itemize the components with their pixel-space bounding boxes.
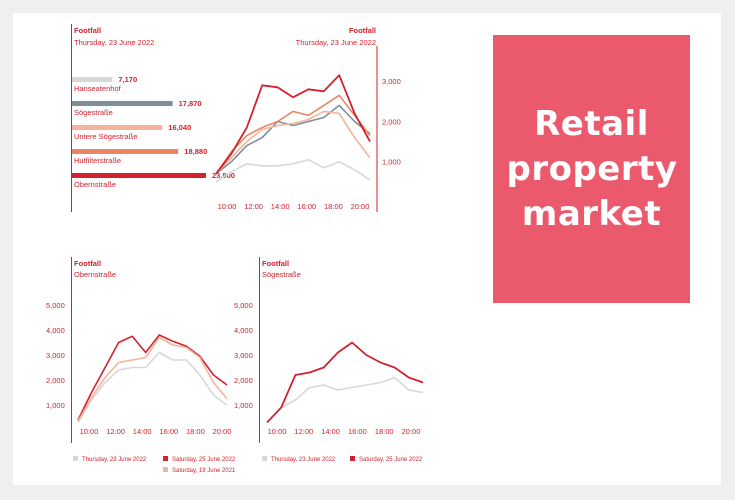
hero-panel: Retail property market	[493, 35, 690, 303]
chart-3-ytick-4: 5,000	[234, 301, 253, 310]
chart-1-series-0	[215, 158, 371, 183]
chart-2-ytick-2: 3,000	[46, 351, 65, 360]
chart-2-xtick-3: 16:00	[159, 427, 178, 436]
chart-1-ytick-1: 2,000	[382, 117, 401, 126]
legend-2-label-2: Saturday, 19 June 2021	[172, 468, 236, 474]
bar-1	[72, 101, 173, 106]
chart-2-ytick-3: 4,000	[46, 326, 65, 335]
chart-3-xtick-5: 20:00	[402, 427, 421, 436]
chart-3-xtick-3: 16:00	[348, 427, 367, 436]
legend-2-swatch-1	[163, 456, 168, 461]
bar-label-0: Hanseatenhof	[74, 84, 122, 93]
chart-1-xtick-0: 10:00	[218, 202, 237, 211]
chart-3-xtick-0: 10:00	[268, 427, 287, 436]
chart-3-ytick-3: 4,000	[234, 326, 253, 335]
legend-2-label-0: Thursday, 23 June 2022	[82, 457, 147, 463]
chart-1-series-4	[215, 74, 371, 175]
chart-3-xtick-1: 12:00	[294, 427, 313, 436]
chart-1-series-2	[215, 110, 371, 175]
soege-chart-subtitle: Sögestraße	[262, 270, 301, 279]
chart-2-xtick-0: 10:00	[80, 427, 99, 436]
chart-1-series-1	[215, 104, 371, 175]
line-chart-title: Footfall	[348, 26, 376, 35]
legend-2-swatch-2	[163, 467, 168, 472]
chart-1-xtick-1: 12:00	[244, 202, 263, 211]
bar-4	[72, 173, 206, 178]
legend-3-swatch-1	[350, 456, 355, 461]
chart-2-xtick-2: 14:00	[133, 427, 152, 436]
chart-1-xtick-5: 20:00	[351, 202, 370, 211]
chart-3-ytick-1: 2,000	[234, 376, 253, 385]
line-chart-subtitle: Thursday, 23 June 2022	[295, 38, 376, 47]
chart-1-series-3	[215, 94, 371, 175]
bar-value-2: 16,040	[168, 123, 191, 132]
hero-title: Retail property market	[506, 103, 678, 234]
soege-chart-rule	[259, 257, 260, 443]
chart-1-xtick-3: 16:00	[297, 202, 316, 211]
bar-3	[72, 149, 179, 154]
legend-2-swatch-0	[73, 456, 78, 461]
chart-2-xtick-5: 20:00	[213, 427, 232, 436]
chart-2-ytick-1: 2,000	[46, 376, 65, 385]
legend-3-swatch-0	[262, 456, 267, 461]
obern-chart-subtitle: Obernstraße	[74, 270, 117, 279]
chart-1-xtick-4: 18:00	[324, 202, 343, 211]
bar-value-3: 18,880	[184, 147, 207, 156]
chart-2-xtick-1: 12:00	[106, 427, 125, 436]
chart-3-series-0	[266, 376, 424, 424]
bar-label-3: Hutfilterstraße	[74, 156, 121, 165]
bar-chart-title: Footfall	[74, 26, 102, 35]
chart-1-ytick-0: 1,000	[382, 158, 401, 167]
chart-2-series-0	[77, 351, 228, 423]
chart-2-series-2	[77, 336, 228, 422]
bar-label-1: Sögestraße	[74, 108, 113, 117]
soege-chart-title: Footfall	[262, 259, 290, 268]
chart-3-ytick-2: 3,000	[234, 351, 253, 360]
chart-3-series-1	[266, 341, 424, 424]
chart-2-ytick-4: 5,000	[46, 301, 65, 310]
chart-3-xtick-4: 18:00	[375, 427, 394, 436]
chart-2-series-1	[77, 334, 228, 421]
chart-1-xtick-2: 14:00	[271, 202, 290, 211]
legend-3-label-0: Thursday, 23 June 2022	[271, 457, 336, 463]
bar-chart-rule	[71, 24, 72, 212]
obern-chart-rule	[71, 257, 72, 443]
bar-value-4: 23,800	[212, 171, 235, 180]
chart-1-ytick-2: 3,000	[382, 77, 401, 86]
bar-value-0: 7,170	[118, 75, 137, 84]
bar-chart-subtitle: Thursday, 23 June 2022	[74, 38, 155, 47]
obern-chart-title: Footfall	[74, 259, 102, 268]
legend-2-label-1: Saturday, 25 June 2022	[172, 457, 236, 463]
chart-3-xtick-2: 14:00	[321, 427, 340, 436]
chart-3-ytick-0: 1,000	[234, 401, 253, 410]
chart-2-xtick-4: 18:00	[186, 427, 205, 436]
bar-2	[72, 125, 163, 130]
chart-2-ytick-0: 1,000	[46, 401, 65, 410]
bar-value-1: 17,870	[179, 99, 202, 108]
bar-label-4: Obernstraße	[74, 180, 116, 189]
bar-0	[72, 77, 113, 82]
legend-3-label-1: Saturday, 25 June 2022	[359, 457, 423, 463]
bar-label-2: Untere Sögestraße	[74, 132, 137, 141]
